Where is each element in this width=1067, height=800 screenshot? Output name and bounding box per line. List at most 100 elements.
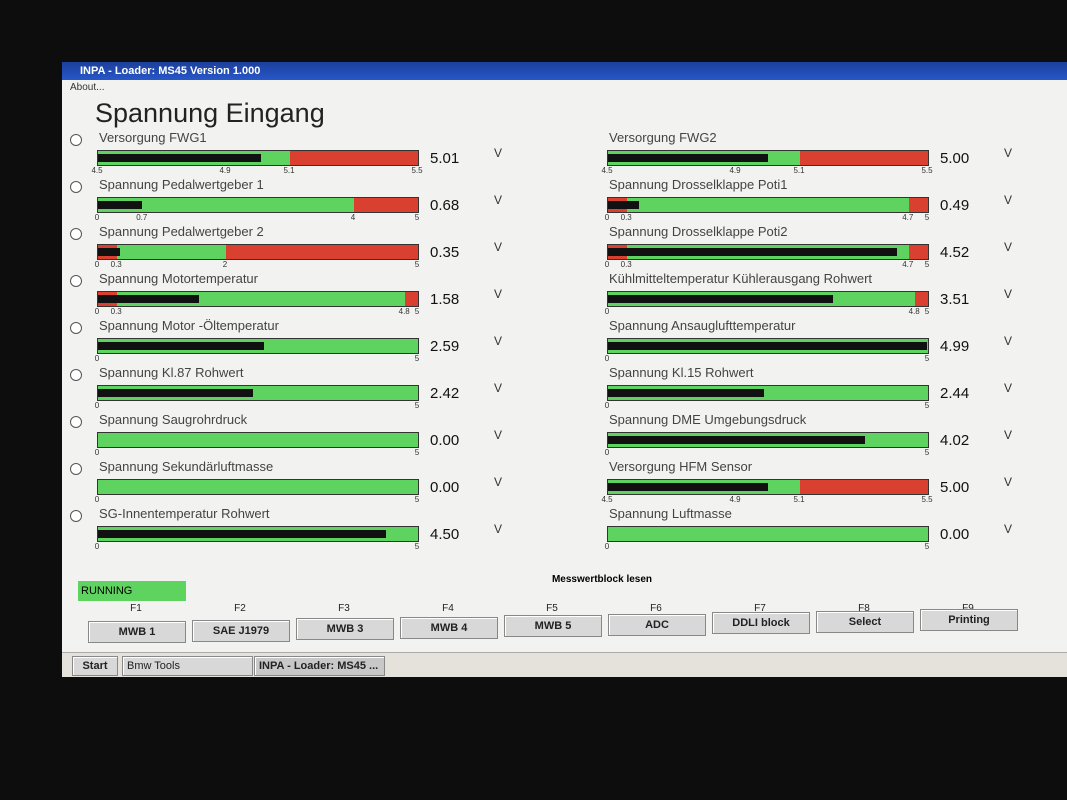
gauge-tick-label: 4.5 (601, 495, 613, 504)
gauge-label: SG-Innentemperatur Rohwert (99, 506, 270, 521)
radio-button[interactable] (70, 228, 82, 240)
gauge-unit: V (494, 381, 503, 395)
gauge-zone (117, 245, 226, 259)
gauge-zone (226, 245, 418, 259)
menu-about[interactable]: About... (70, 82, 105, 93)
gauge-unit: V (1004, 522, 1013, 536)
gauge-value: 0.68 (430, 197, 460, 214)
gauge-tick-label: 5 (414, 213, 420, 222)
gauge-unit: V (494, 193, 503, 207)
radio-button[interactable] (70, 463, 82, 475)
gauge-tick-label: 5 (414, 307, 420, 316)
gauge-tick-label: 0 (94, 448, 100, 457)
gauge-tick-label: 5 (414, 542, 420, 551)
function-key-label: F8 (858, 603, 870, 614)
radio-button[interactable] (70, 510, 82, 522)
function-key-label: F5 (546, 603, 558, 614)
function-button[interactable]: ADC (608, 613, 706, 636)
gauge-value: 0.00 (940, 526, 970, 543)
gauge: Spannung Pedalwertgeber 2 0 0.3 2 5 0.35 V (95, 224, 537, 269)
gauge-zone (908, 245, 928, 259)
gauge-tick-label: 4.9 (729, 166, 741, 175)
window-title: INPA - Loader: MS45 Version 1.000 (62, 62, 1067, 80)
radio-button[interactable] (70, 275, 82, 287)
radio-button[interactable] (70, 322, 82, 334)
gauge-tick-label: 5 (414, 448, 420, 457)
gauge-unit: V (494, 522, 503, 536)
gauge-tick-label: 0 (94, 542, 100, 551)
gauge-label: Spannung Sekundärluftmasse (99, 459, 274, 474)
gauge-unit: V (1004, 475, 1013, 489)
radio-button[interactable] (70, 134, 82, 146)
taskbar-item[interactable]: Bmw Tools (122, 656, 253, 676)
gauge-tick-label: 0 (604, 354, 610, 363)
function-key-label: F6 (650, 603, 662, 614)
gauge-label: Versorgung FWG2 (609, 130, 717, 145)
gauge-tick-label: 5 (924, 401, 930, 410)
gauge-tick-label: 5 (414, 401, 420, 410)
gauge: Kühlmitteltemperatur Kühlerausgang Rohwe… (605, 271, 1047, 316)
gauge-zone (98, 433, 418, 447)
gauge-bar (97, 291, 419, 307)
gauge-bar (607, 432, 929, 448)
gauge-zone (290, 151, 418, 165)
gauge-value: 4.50 (430, 526, 460, 543)
gauge-unit: V (494, 240, 503, 254)
radio-button[interactable] (70, 369, 82, 381)
function-button[interactable]: DDLI block (712, 612, 810, 634)
gauge-unit: V (494, 475, 503, 489)
gauge-tick-label: 4.5 (601, 166, 613, 175)
gauge-tick-label: 0 (94, 307, 100, 316)
gauge-tick-label: 5.1 (793, 166, 805, 175)
function-button[interactable]: MWB 1 (88, 621, 186, 643)
status: RUNNING (78, 581, 186, 601)
gauge-tick-label: 0 (604, 401, 610, 410)
gauge-value-bar (98, 248, 121, 256)
gauge-unit: V (494, 428, 503, 442)
gauge: Spannung Drosselklappe Poti2 0 0.3 4.7 5 4.52… (605, 224, 1047, 269)
function-button[interactable]: Select (816, 610, 914, 633)
function-key-label: F3 (338, 603, 350, 614)
gauge-value: 1.58 (430, 291, 460, 308)
gauge: Spannung Kl.87 Rohwert 0 5 2.42 V (95, 365, 537, 410)
gauge-value-bar (608, 201, 640, 209)
gauge-zone (908, 198, 928, 212)
gauge-value: 3.51 (940, 291, 970, 308)
gauge-value: 0.35 (430, 244, 460, 261)
gauge-bar (607, 338, 929, 354)
radio-button[interactable] (70, 416, 82, 428)
gauge-tick-label: 4.7 (902, 213, 914, 222)
gauge: Versorgung FWG1 4.5 4.9 5.1 5.5 5.01 V (91, 130, 537, 175)
gauge-unit: V (1004, 146, 1013, 160)
gauge-unit: V (1004, 287, 1013, 301)
gauge-tick-label: 0 (604, 213, 610, 222)
function-button[interactable]: MWB 3 (296, 618, 394, 640)
taskbar-item[interactable]: INPA - Loader: MS45 ... (254, 656, 385, 676)
gauge-unit: V (1004, 193, 1013, 207)
gauge-tick-label: 4 (350, 213, 356, 222)
gauge-tick-label: 5.1 (793, 495, 805, 504)
gauge-zone (608, 527, 928, 541)
gauge-value: 4.52 (940, 244, 970, 261)
gauge-tick-label: 0.3 (110, 307, 122, 316)
gauge-label: Spannung Kl.87 Rohwert (99, 365, 244, 380)
gauge-value-bar (98, 530, 386, 538)
gauge-tick-label: 2 (222, 260, 228, 269)
gauge-value: 2.42 (430, 385, 460, 402)
gauge-tick-label: 4.9 (729, 495, 741, 504)
radio-button[interactable] (70, 181, 82, 193)
gauge-tick-label: 5.5 (921, 495, 933, 504)
gauge-zone (800, 151, 928, 165)
start-button[interactable]: Start (72, 656, 118, 676)
function-button[interactable]: MWB 5 (504, 615, 602, 637)
gauge-value-bar (98, 389, 253, 397)
gauge-value-bar (98, 342, 264, 350)
gauge: Spannung Ansauglufttemperatur 0 5 4.99 V (604, 318, 1047, 363)
function-button[interactable]: MWB 4 (400, 616, 498, 639)
function-button[interactable]: Printing (920, 609, 1018, 631)
gauge-unit: V (1004, 240, 1013, 254)
gauge-value-bar (608, 483, 768, 491)
gauge-zone (800, 480, 928, 494)
gauge: Spannung Motortemperatur 0 0.3 4.8 5 1.58 V (94, 271, 537, 316)
function-button[interactable]: SAE J1979 (192, 619, 290, 642)
